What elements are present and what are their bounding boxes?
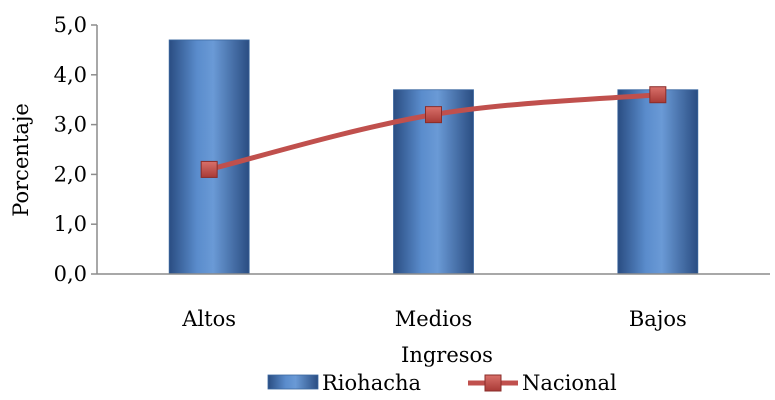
- y-tick-label: 0,0: [54, 262, 87, 286]
- point-nacional: [649, 86, 667, 104]
- y-axis-title: Porcentaje: [9, 103, 33, 217]
- x-tick-label: Medios: [395, 307, 473, 331]
- bar-riohacha: [617, 89, 699, 275]
- legend-marker-nacional: [484, 374, 502, 392]
- x-axis-title: Ingresos: [401, 343, 493, 367]
- legend: Riohacha Nacional: [267, 371, 617, 395]
- y-tick-label: 5,0: [54, 13, 87, 37]
- y-tick-label: 3,0: [54, 113, 87, 137]
- y-tick-label: 1,0: [54, 212, 87, 236]
- line-series-nacional: [200, 86, 667, 178]
- legend-label-nacional: Nacional: [522, 371, 617, 395]
- x-tick-label: Altos: [181, 307, 236, 331]
- x-axis: Altos Medios Bajos: [97, 273, 770, 331]
- bar-riohacha: [168, 39, 250, 275]
- y-tick-label: 4,0: [54, 63, 87, 87]
- x-tick-label: Bajos: [629, 307, 687, 331]
- legend-swatch-riohacha: [267, 374, 319, 390]
- point-nacional: [425, 106, 442, 124]
- y-axis: 0,0 1,0 2,0 3,0 4,0 5,0: [54, 13, 98, 286]
- point-nacional: [200, 160, 218, 178]
- y-tick-label: 2,0: [54, 162, 87, 186]
- legend-label-riohacha: Riohacha: [322, 371, 421, 395]
